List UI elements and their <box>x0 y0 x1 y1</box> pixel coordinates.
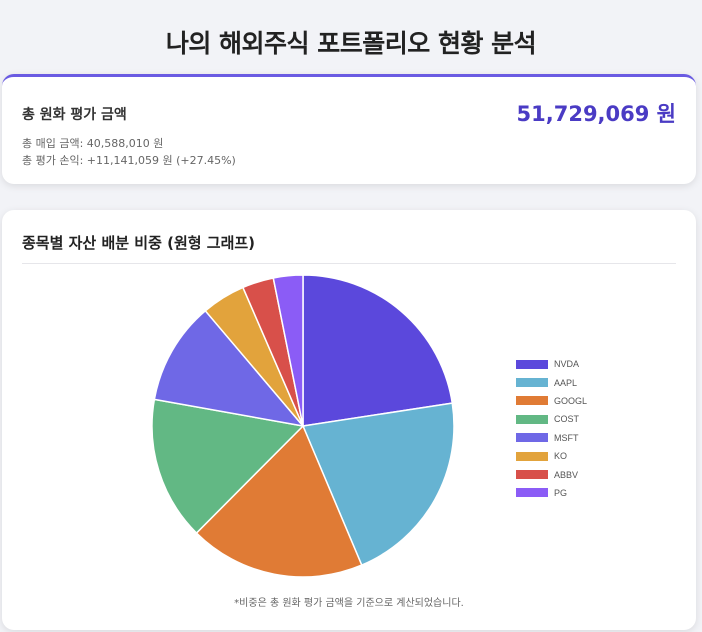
legend-label: AAPL <box>554 377 578 388</box>
total-value-label: 총 원화 평가 금액 <box>22 107 127 123</box>
legend-swatch <box>516 433 548 443</box>
legend-swatch <box>516 451 548 461</box>
summary-card: 총 원화 평가 금액 51,729,069 원 총 매입 금액: 40,588,… <box>2 74 696 184</box>
purchase-amount-line: 총 매입 금액: 40,588,010 원 <box>22 137 164 150</box>
chart-heading: 종목별 자산 배분 비중 (원형 그래프) <box>22 232 676 264</box>
legend-item-pg: PG <box>516 484 587 502</box>
legend-label: COST <box>554 414 580 425</box>
legend-swatch <box>516 414 548 424</box>
legend-label: ABBV <box>554 469 579 480</box>
legend-label: GOOGL <box>554 395 588 406</box>
pie-slice-pg <box>272 274 304 427</box>
allocation-chart-card: 종목별 자산 배분 비중 (원형 그래프) NVDA AAPL GOOGL COST M… <box>2 210 696 630</box>
chart-footnote: *비중은 총 원화 평가 금액을 기준으로 계산되었습니다. <box>234 598 464 609</box>
legend-item-msft: MSFT <box>516 429 587 447</box>
legend-label: PG <box>554 487 568 498</box>
pie-slice-googl <box>195 424 363 578</box>
profit-line: 총 평가 손익: +11,141,059 원 (+27.45%) <box>22 154 236 167</box>
pie-slice-msft <box>153 309 305 428</box>
legend-item-aapl: AAPL <box>516 373 587 391</box>
legend-label: KO <box>554 451 568 462</box>
page-title: 나의 해외주식 포트폴리오 현황 분석 <box>165 29 537 58</box>
legend-item-googl: GOOGL <box>516 392 587 410</box>
legend-item-ko: KO <box>516 447 587 465</box>
legend-swatch <box>516 359 548 369</box>
legend-item-abbv: ABBV <box>516 465 587 483</box>
legend-swatch <box>516 470 548 480</box>
legend-item-cost: COST <box>516 410 587 428</box>
pie-slice-nvda <box>302 274 454 427</box>
legend-swatch <box>516 396 548 406</box>
total-value-amount: 51,729,069 원 <box>516 102 676 126</box>
chart-legend: NVDA AAPL GOOGL COST MSFT KO ABBV PG <box>516 355 587 502</box>
pie-slice-cost <box>151 398 305 535</box>
legend-swatch <box>516 378 548 388</box>
legend-item-nvda: NVDA <box>516 355 587 373</box>
legend-label: NVDA <box>554 359 580 370</box>
legend-swatch <box>516 488 548 498</box>
legend-label: MSFT <box>554 432 579 443</box>
pie-chart <box>151 274 455 578</box>
pie-slice-aapl <box>301 402 455 567</box>
